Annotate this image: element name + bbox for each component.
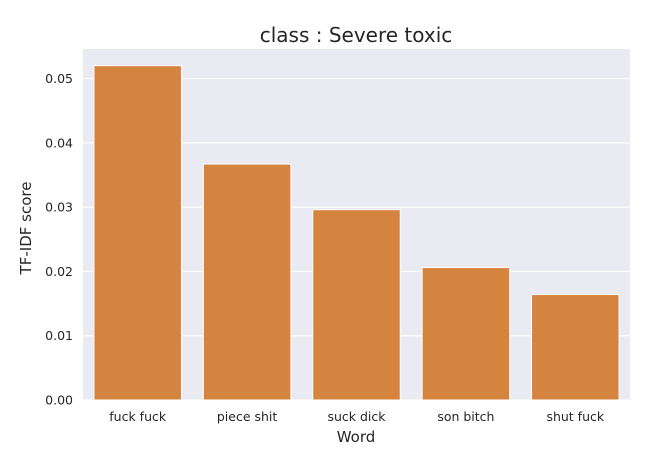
bar bbox=[202, 163, 292, 401]
x-tick-label: son bitch bbox=[437, 409, 494, 424]
bar bbox=[531, 294, 620, 401]
x-tick-label: fuck fuck bbox=[109, 409, 167, 424]
x-tick-label: suck dick bbox=[327, 409, 386, 424]
x-axis-label: Word bbox=[337, 428, 376, 446]
y-tick-label: 0.00 bbox=[45, 393, 73, 408]
bar bbox=[421, 267, 511, 401]
y-axis-ticks: 0.00 0.01 0.02 0.03 0.04 0.05 bbox=[45, 71, 73, 407]
chart-title: class : Severe toxic bbox=[260, 23, 453, 47]
y-tick-label: 0.01 bbox=[45, 328, 73, 343]
x-tick-label: shut fuck bbox=[546, 409, 604, 424]
x-axis-ticks: fuck fuck piece shit suck dick son bitch shu… bbox=[109, 409, 605, 424]
y-tick-label: 0.05 bbox=[45, 71, 73, 86]
x-tick-label: piece shit bbox=[217, 409, 278, 424]
y-tick-label: 0.03 bbox=[45, 200, 73, 215]
y-tick-label: 0.02 bbox=[45, 264, 73, 279]
bar bbox=[93, 65, 182, 401]
bars bbox=[93, 65, 620, 401]
y-axis-label: TF-IDF score bbox=[17, 182, 35, 276]
bar bbox=[312, 209, 401, 401]
y-tick-label: 0.04 bbox=[45, 135, 73, 150]
